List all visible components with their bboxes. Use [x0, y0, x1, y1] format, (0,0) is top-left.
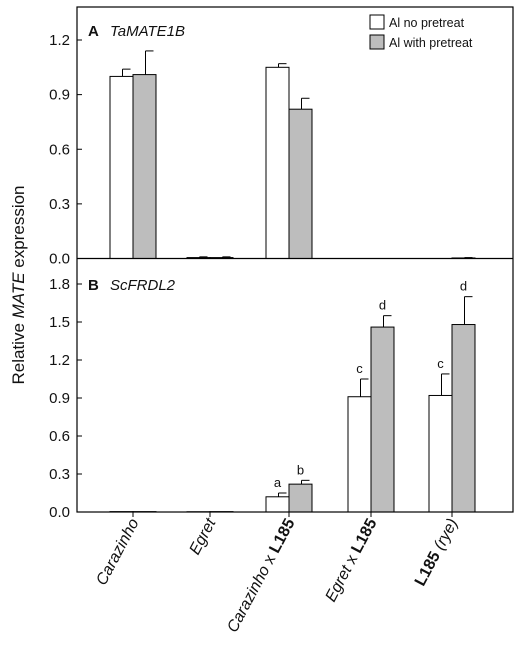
category-label-0: Carazinho	[93, 516, 142, 588]
y-tick-label-b: 1.2	[49, 352, 70, 369]
bar-b-s1-c4	[451, 324, 476, 513]
panel-a: 0.0 0.3 0.6 0.9 1.2 A TaMATE1B Al no pretreat Al…	[49, 14, 476, 268]
sig-label-b-s0-c3: c	[356, 361, 363, 376]
y-tick-label-a: 0.6	[49, 141, 70, 158]
panel-title-a: TaMATE1B	[110, 23, 185, 40]
category-label-1-part-0: Egret	[187, 515, 220, 557]
y-tick-label-b: 1.8	[49, 276, 70, 293]
legend-swatch-1	[369, 34, 385, 50]
y-tick-label-a: 0.0	[49, 251, 70, 268]
y-tick-label-b: 0.9	[49, 390, 70, 407]
y-axis-label-italic: MATE	[9, 272, 28, 319]
bar-a-s0-c0	[109, 75, 134, 259]
panel-letter-b: B	[88, 277, 99, 294]
category-label-2-part-0: Carazinho	[224, 563, 273, 635]
bar-b-s1-c3	[370, 326, 395, 513]
category-label-2-part-1: x	[258, 548, 281, 571]
bar-b-s1-c2	[288, 483, 313, 513]
bar-b-s0-c4	[428, 394, 453, 513]
legend-label-1: Al with pretreat	[389, 36, 473, 50]
category-label-4-part-1: (rye)	[429, 516, 462, 557]
y-tick-label-a: 1.2	[49, 32, 70, 49]
bar-a-s1-c2	[288, 108, 313, 259]
sig-label-b-s1-c2: b	[297, 462, 304, 477]
category-label-0-part-0: Carazinho	[93, 516, 142, 588]
y-tick-label-b: 0.0	[49, 504, 70, 521]
bar-a-s1-c0	[132, 74, 157, 259]
bar-a-s0-c2	[265, 66, 290, 259]
category-label-3-part-1: x	[340, 548, 363, 571]
sig-label-b-s0-c2: a	[274, 475, 282, 490]
bar-b-s0-c3	[347, 396, 372, 513]
y-tick-label-a: 0.9	[49, 87, 70, 104]
category-label-1: Egret	[187, 515, 220, 557]
panel-letter-a: A	[88, 23, 99, 40]
y-tick-label-b: 1.5	[49, 314, 70, 331]
category-label-2-part-2: L185	[266, 516, 298, 556]
sig-label-b-s0-c4: c	[437, 356, 444, 371]
legend-label-0: Al no pretreat	[389, 16, 465, 30]
category-label-3: Egret x L185	[323, 516, 381, 605]
y-tick-label-a: 0.3	[49, 196, 70, 213]
category-label-4: L185 (rye)	[412, 516, 462, 589]
panel-title-b: ScFRDL2	[110, 277, 176, 294]
plot-frame	[76, 6, 514, 513]
sig-label-b-s1-c4: d	[460, 279, 467, 294]
category-label-3-part-2: L185	[348, 516, 380, 556]
legend-swatch-0	[369, 14, 385, 30]
sig-label-b-s1-c3: d	[379, 298, 386, 313]
y-axis-label: Relative MATE expression	[9, 185, 28, 384]
category-label-2: Carazinho x L185	[224, 516, 298, 636]
bar-b-s0-c2	[265, 496, 290, 513]
y-axis-label-pre: Relative	[9, 318, 28, 384]
y-tick-label-b: 0.6	[49, 428, 70, 445]
panel-b: 0.0 0.3 0.6 0.9 1.2 1.5 1.8 B ScFRDL2 a c c b d d	[49, 276, 476, 521]
y-axis-label-post: expression	[9, 185, 28, 272]
y-tick-label-b: 0.3	[49, 466, 70, 483]
